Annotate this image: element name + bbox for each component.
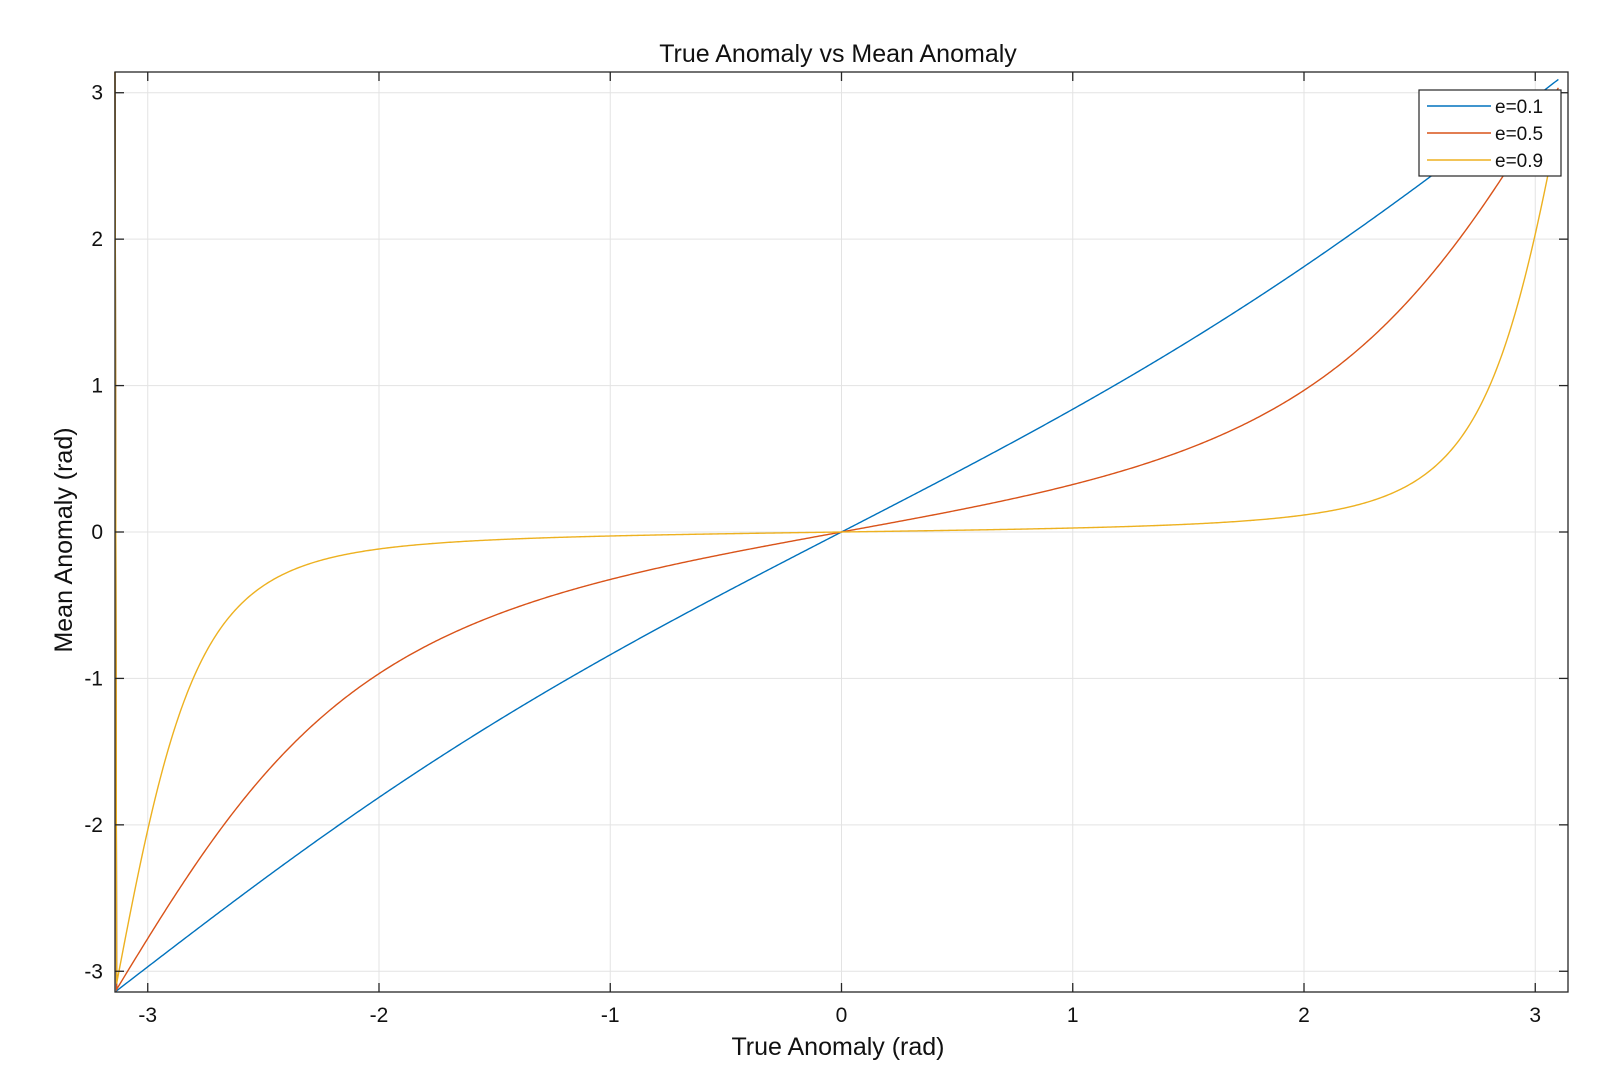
y-tick-label: 3 [91,82,103,105]
grid [115,72,1568,992]
y-tick-label: 0 [91,521,103,544]
x-tick-label: -3 [138,1004,157,1027]
legend-entry: e=0.5 [1495,124,1543,145]
y-tick-label: 2 [91,228,103,251]
x-tick-label: 0 [836,1004,848,1027]
x-tick-label: 2 [1298,1004,1310,1027]
legend-entry: e=0.9 [1495,151,1543,172]
legend-entry: e=0.1 [1495,97,1543,118]
y-tick-label: -1 [84,667,103,690]
y-axis-label: Mean Anomaly (rad) [50,427,78,652]
x-tick-label: 3 [1529,1004,1541,1027]
x-axis-label: True Anomaly (rad) [731,1033,944,1061]
x-tick-label: -2 [370,1004,389,1027]
y-tick-label: -2 [84,814,103,837]
series-line-3 [114,72,1560,984]
legend: e=0.1 e=0.5 e=0.9 [1418,89,1562,177]
y-tick-label: -3 [84,960,103,983]
series-line-2 [114,71,1559,992]
x-tick-label: -1 [601,1004,620,1027]
series-line-1 [114,71,1559,993]
chart-title: True Anomaly vs Mean Anomaly [659,40,1017,68]
plot-series [114,71,1560,993]
y-tick-label: 1 [91,375,103,398]
ticks: -3 -2 -1 0 1 2 3 -3 -2 -1 0 1 2 3 [84,72,1568,1027]
x-tick-label: 1 [1067,1004,1079,1027]
